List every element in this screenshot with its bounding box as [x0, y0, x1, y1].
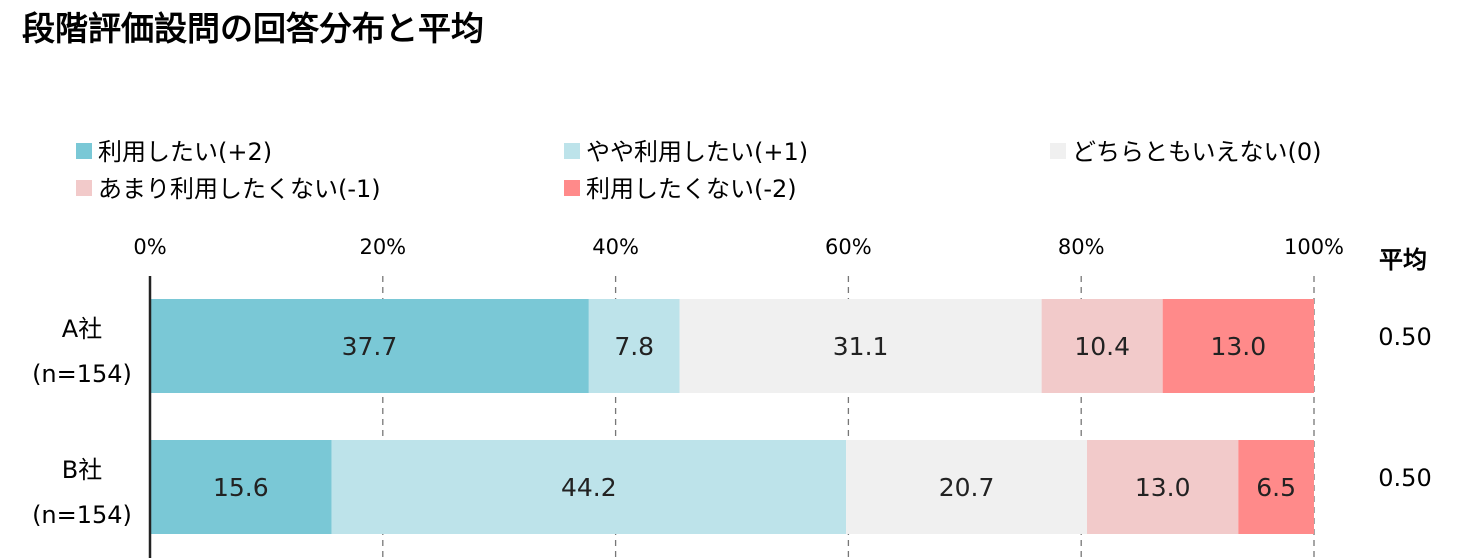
category-n-label: (n=154): [32, 360, 132, 388]
bar-segment: [846, 440, 1088, 534]
average-value: 0.50: [1378, 464, 1431, 492]
legend-label: どちらともいえない(0): [1072, 138, 1322, 166]
bar-segment: [150, 440, 332, 534]
data-label: 20.7: [939, 473, 995, 502]
bar-segment: [588, 299, 680, 393]
x-tick-label: 0%: [133, 235, 166, 259]
category-label: B社: [62, 456, 102, 484]
category-label: A社: [62, 315, 102, 343]
bar-segment: [1041, 299, 1163, 393]
x-tick-label: 80%: [1058, 235, 1105, 259]
bars: 37.7 7.8 31.1 10.4 13.0 15.6 44.2 20.7 13.0 6.5: [150, 299, 1314, 534]
bar-segment: [1162, 299, 1314, 393]
data-label: 6.5: [1256, 473, 1296, 502]
legend-swatch: [1050, 143, 1066, 159]
average-value: 0.50: [1378, 323, 1431, 351]
x-tick-label: 40%: [592, 235, 639, 259]
data-label: 15.6: [213, 473, 269, 502]
y-axis: A社 (n=154) B社 (n=154): [32, 276, 152, 558]
averages: 0.50 0.50: [1378, 323, 1431, 492]
legend-swatch: [76, 180, 92, 196]
data-label: 13.0: [1211, 332, 1267, 361]
legend-label: やや利用したい(+1): [586, 138, 808, 166]
legend-label: あまり利用したくない(-1): [98, 175, 381, 203]
bar-segment: [1238, 440, 1314, 534]
average-header: 平均: [1379, 246, 1427, 274]
data-label: 37.7: [342, 332, 398, 361]
data-label: 7.8: [614, 332, 654, 361]
data-label: 44.2: [561, 473, 617, 502]
bar-segment: [679, 299, 1042, 393]
bar-segment: [1087, 440, 1239, 534]
x-tick-label: 20%: [359, 235, 406, 259]
chart-title: 段階評価設問の回答分布と平均: [22, 9, 484, 48]
bar-segment: [331, 440, 847, 534]
category-n-label: (n=154): [32, 501, 132, 529]
legend-label: 利用したい(+2): [98, 138, 272, 166]
legend-swatch: [564, 143, 580, 159]
data-label: 31.1: [833, 332, 889, 361]
data-label: 10.4: [1074, 332, 1130, 361]
legend: 利用したい(+2) やや利用したい(+1) どちらともいえない(0) あまり利用したく…: [76, 138, 1322, 203]
legend-swatch: [76, 143, 92, 159]
data-label: 13.0: [1135, 473, 1191, 502]
x-tick-label: 60%: [825, 235, 872, 259]
x-tick-label: 100%: [1284, 235, 1344, 259]
bar-segment: [150, 299, 589, 393]
legend-label: 利用したくない(-2): [586, 175, 797, 203]
legend-swatch: [564, 180, 580, 196]
